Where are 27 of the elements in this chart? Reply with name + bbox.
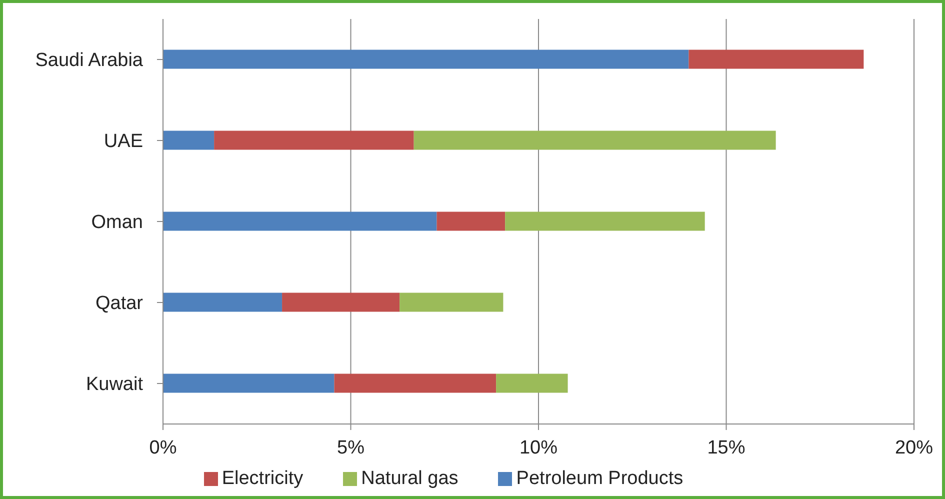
legend-label: Natural gas <box>361 468 458 489</box>
x-tick-label: 20% <box>894 437 934 458</box>
bar <box>163 374 334 393</box>
x-tick-label: 0% <box>149 437 177 458</box>
legend-label: Petroleum Products <box>516 468 684 489</box>
bar <box>163 212 437 231</box>
bar <box>214 130 414 150</box>
bar <box>163 292 282 312</box>
bar <box>688 50 864 69</box>
x-tick-label: 10% <box>519 437 558 458</box>
bar <box>163 130 214 150</box>
bar <box>334 374 496 393</box>
bar <box>282 292 400 312</box>
bar <box>163 50 689 69</box>
bar <box>436 212 506 231</box>
legend-label: Electricity <box>222 468 304 489</box>
bar <box>400 292 504 312</box>
y-tick-label: Saudi Arabia <box>35 50 144 72</box>
y-tick-label: Oman <box>91 212 143 234</box>
x-tick-label: 5% <box>337 437 365 458</box>
y-tick-label: Kuwait <box>86 374 144 396</box>
x-tick-label: 15% <box>707 437 746 458</box>
y-tick-label: Qatar <box>95 293 144 314</box>
bar <box>496 374 568 393</box>
bar <box>505 212 705 231</box>
y-tick-label: UAE <box>104 131 143 152</box>
bar <box>414 130 776 150</box>
